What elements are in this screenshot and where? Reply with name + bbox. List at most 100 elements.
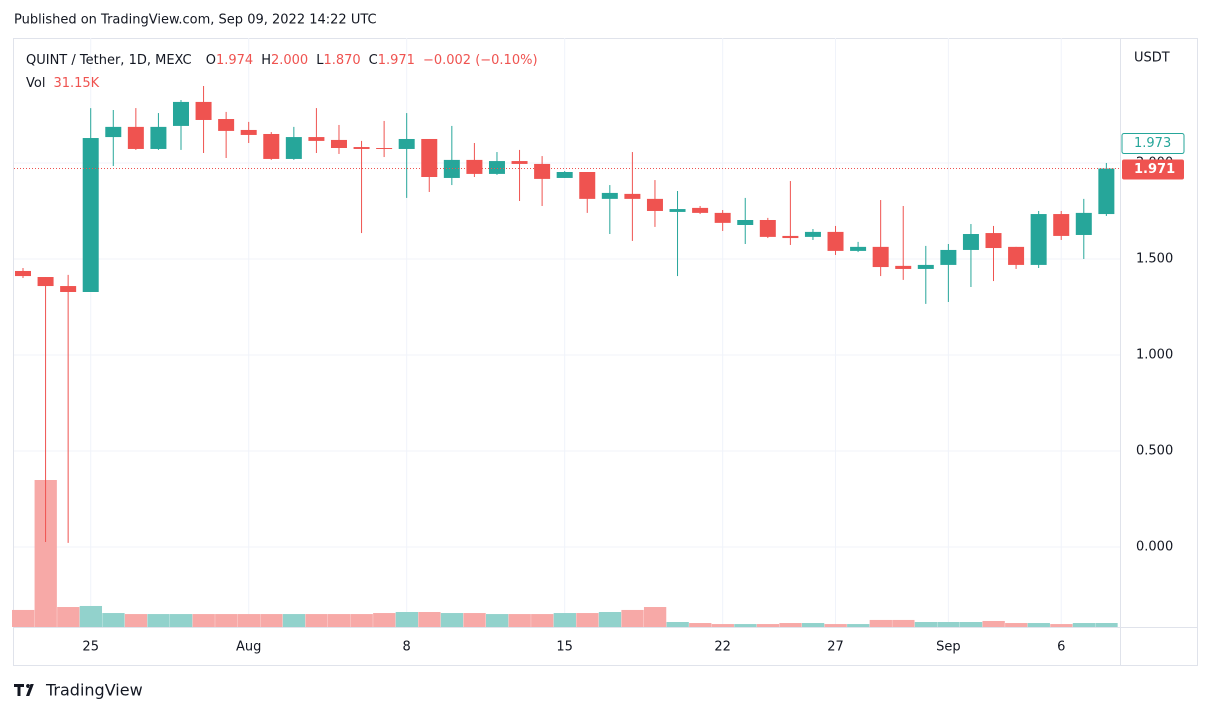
candle-body — [127, 126, 144, 149]
candle-body — [646, 198, 663, 211]
volume-bar — [576, 613, 599, 627]
x-tick-label: 8 — [403, 640, 411, 655]
volume-bar — [1005, 623, 1028, 627]
candle-body — [60, 286, 77, 292]
candle-body — [37, 277, 54, 287]
logo: TradingView — [14, 681, 143, 700]
volume-bar — [1095, 623, 1118, 627]
price-label-box — [1122, 159, 1184, 180]
volume-bar — [215, 614, 238, 627]
candle-body — [737, 219, 754, 225]
candle-body — [872, 246, 889, 268]
candle-body — [782, 235, 799, 239]
volume-bar — [192, 614, 215, 627]
candle-body — [804, 231, 821, 237]
volume-bar — [982, 620, 1005, 627]
volume-bar — [57, 607, 80, 627]
y-axis-label: USDT — [1134, 51, 1170, 66]
candle-body — [601, 192, 618, 199]
candle-body — [850, 246, 867, 251]
candle-body — [195, 101, 212, 120]
candle-body — [443, 159, 460, 178]
volume-bar — [1072, 623, 1096, 627]
volume-bar — [937, 622, 960, 627]
ohlc-key: C — [369, 53, 378, 68]
ohlc-value: 2.000 — [271, 53, 308, 68]
ohlc-value: 1.971 — [378, 53, 415, 68]
price-label: 1.971 — [1134, 162, 1175, 177]
volume-bar — [373, 613, 396, 627]
volume-bar — [12, 609, 35, 627]
x-tick-label: Sep — [936, 640, 961, 655]
volume-bar — [508, 614, 531, 627]
volume-bar — [327, 614, 351, 627]
candle-body — [82, 138, 99, 292]
volume-bar — [689, 623, 712, 627]
volume-bar — [260, 614, 283, 627]
price-label-box — [1121, 133, 1185, 155]
candle-body — [398, 138, 415, 149]
candle-body — [962, 234, 979, 250]
symbol: QUINT / Tether, 1D, MEXC — [26, 53, 192, 68]
volume-bar — [463, 613, 486, 627]
candle-body — [488, 161, 505, 174]
volume-bar — [869, 619, 892, 627]
volume-bar — [485, 614, 509, 627]
volume-layer — [12, 480, 1118, 627]
ohlc-value: 1.870 — [323, 53, 360, 68]
candle-body — [917, 264, 934, 269]
volume-bar — [440, 613, 464, 627]
y-tick-label: 1.500 — [1136, 251, 1173, 266]
candle-body — [172, 101, 189, 126]
x-tick-label: 27 — [827, 640, 844, 655]
volume-bar — [395, 612, 418, 627]
vol-label: Vol — [26, 76, 45, 91]
volume-bar — [779, 623, 802, 627]
volume-bar — [959, 622, 983, 627]
candle-body — [940, 249, 957, 265]
chart-frame — [13, 38, 1198, 666]
volume-bar — [1027, 623, 1050, 627]
candle-body — [421, 138, 438, 177]
volume-bar — [914, 622, 938, 627]
candle-body — [240, 129, 257, 135]
candle-body — [353, 147, 370, 149]
volume-bar — [350, 614, 373, 627]
footer-brand: TradingView — [45, 681, 143, 700]
ohlc-key: O — [206, 53, 216, 68]
candle-body — [1098, 168, 1115, 215]
ohlc-value: 1.974 — [216, 53, 253, 68]
vol-value: 31.15K — [53, 76, 99, 91]
volume-bar — [666, 622, 689, 627]
candle-body — [466, 159, 483, 174]
candle-body — [624, 193, 641, 199]
y-tick-label: 0.500 — [1136, 443, 1173, 458]
x-tick-label: 25 — [82, 640, 99, 655]
candle-body — [330, 139, 347, 149]
candle-body — [579, 172, 596, 199]
legend-header: QUINT / Tether, 1D, MEXC O1.974 H2.000 L1.… — [26, 53, 538, 68]
candle-body — [1030, 214, 1047, 265]
volume-bar — [124, 614, 148, 627]
volume-bar — [169, 614, 193, 627]
volume-bar — [892, 619, 915, 627]
candle-body — [15, 270, 31, 277]
candle-body — [1075, 212, 1092, 235]
candle-body — [511, 161, 528, 164]
volume-bar — [418, 612, 441, 627]
candle-body — [692, 207, 709, 213]
candle-body — [534, 163, 551, 179]
volume-bar — [801, 623, 825, 627]
volume-bar — [756, 624, 780, 627]
ohlc-key: H — [261, 53, 271, 68]
candle-body — [827, 231, 844, 251]
candle-body — [285, 137, 302, 159]
label-layer: 0.0000.5001.0001.5002.00025Aug8152227Sep… — [82, 133, 1185, 655]
volume-bar — [305, 614, 328, 627]
volume-bar — [237, 614, 260, 627]
candle-body — [263, 133, 280, 159]
candle-body — [376, 148, 393, 150]
volume-bar — [711, 624, 734, 627]
candle-layer — [14, 85, 1120, 543]
